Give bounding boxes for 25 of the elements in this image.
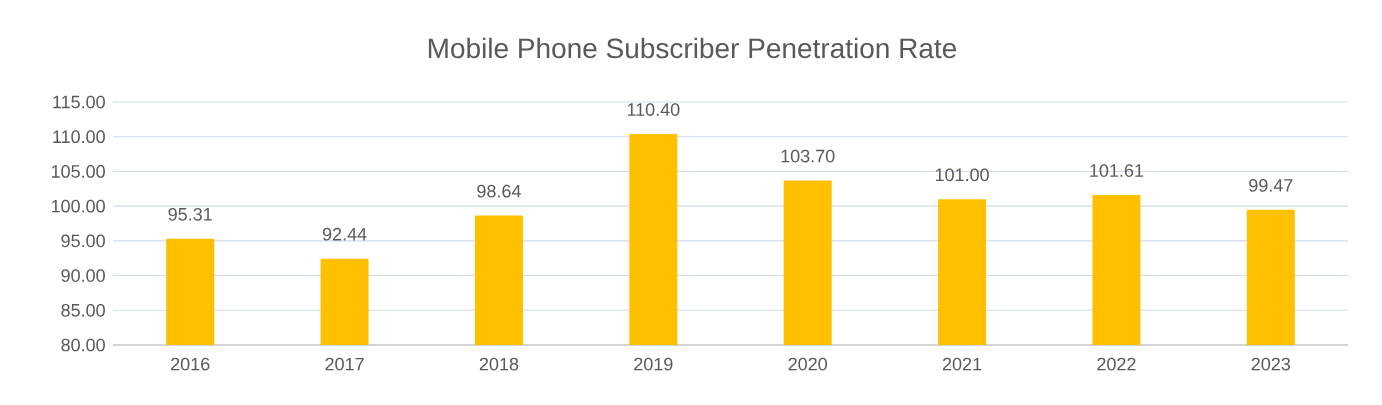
x-tick-label: 2018 — [479, 357, 519, 371]
data-label: 101.00 — [935, 168, 989, 182]
y-tick-label: 95.00 — [61, 234, 105, 248]
data-label: 99.47 — [1249, 179, 1293, 192]
x-tick-label: 2016 — [171, 357, 210, 371]
data-label: 110.40 — [627, 103, 680, 116]
y-tick-label: 90.00 — [61, 269, 105, 282]
x-tick-label: 2020 — [788, 357, 827, 371]
data-label: 101.61 — [1090, 164, 1144, 177]
y-tick-label: 85.00 — [61, 303, 105, 317]
y-tick-label: 105.00 — [51, 165, 105, 178]
data-label: 98.64 — [477, 184, 521, 198]
y-tick-label: 100.00 — [51, 199, 105, 213]
x-tick-label: 2019 — [634, 357, 673, 371]
x-tick-label: 2022 — [1097, 357, 1136, 371]
y-tick-label: 80.00 — [61, 338, 105, 352]
y-tick-label: 115.00 — [53, 95, 105, 109]
x-tick-label: 2017 — [325, 357, 364, 371]
data-label: 92.44 — [322, 227, 367, 241]
data-label: 95.31 — [168, 207, 212, 221]
chart-title: Mobile Phone Subscriber Penetration Rate — [428, 37, 957, 59]
data-label: 103.70 — [781, 149, 835, 163]
x-tick-label: 2021 — [942, 357, 982, 371]
y-tick-label: 110.00 — [53, 130, 105, 144]
x-tick-label: 2023 — [1251, 357, 1291, 371]
